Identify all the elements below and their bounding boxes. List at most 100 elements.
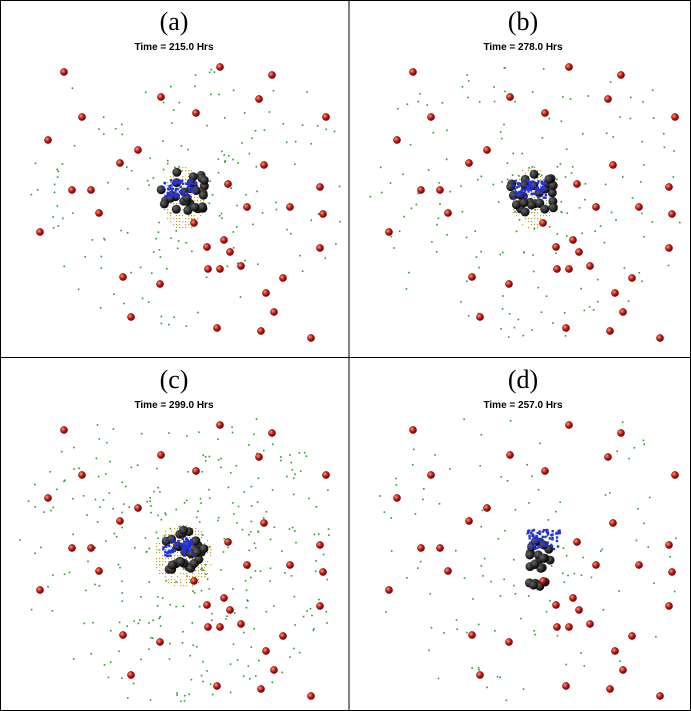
- cell: [180, 540, 181, 541]
- cell: [639, 272, 641, 274]
- cell: [58, 225, 60, 227]
- cell: [534, 228, 536, 230]
- cell: [223, 154, 225, 156]
- cell: [323, 554, 325, 556]
- cell: [380, 167, 382, 169]
- cell: [123, 303, 125, 305]
- cell: [221, 151, 223, 153]
- cell: [237, 659, 239, 661]
- cell: [628, 458, 630, 460]
- cell: [293, 478, 295, 480]
- sphere: [268, 429, 275, 436]
- cell: [500, 328, 502, 330]
- cell: [543, 215, 544, 216]
- cell: [31, 194, 33, 196]
- cell: [411, 208, 413, 210]
- cell: [177, 582, 178, 583]
- cell: [562, 573, 564, 575]
- cell: [189, 196, 191, 198]
- sphere: [465, 159, 472, 166]
- cell: [302, 270, 304, 272]
- cell: [588, 95, 590, 97]
- cell: [103, 133, 105, 135]
- cell: [248, 534, 250, 536]
- cell: [276, 209, 278, 211]
- sphere: [44, 136, 51, 143]
- cell: [113, 294, 115, 296]
- cell: [433, 132, 435, 134]
- cell: [156, 567, 157, 568]
- cell: [584, 310, 586, 312]
- cell: [78, 468, 80, 470]
- cell: [292, 469, 294, 471]
- cell: [204, 543, 205, 544]
- sphere: [575, 248, 582, 255]
- cell: [198, 534, 199, 535]
- cell: [170, 187, 172, 189]
- cell: [539, 443, 541, 445]
- cell: [158, 231, 160, 233]
- cell: [210, 549, 211, 550]
- cell: [189, 541, 191, 543]
- sphere: [385, 586, 392, 593]
- cell: [186, 539, 188, 541]
- cell: [34, 506, 36, 508]
- cell: [293, 494, 295, 496]
- cell: [526, 185, 528, 187]
- cell: [73, 447, 75, 449]
- cell: [468, 315, 470, 317]
- sphere: [243, 203, 250, 210]
- cell: [528, 194, 529, 195]
- cell: [642, 101, 644, 103]
- cell: [552, 530, 554, 532]
- cell: [168, 550, 170, 552]
- cell: [35, 163, 37, 165]
- cell: [179, 180, 181, 182]
- cell: [197, 312, 199, 314]
- cell: [179, 224, 180, 225]
- cell: [419, 93, 421, 95]
- cell: [179, 221, 180, 222]
- cell: [546, 611, 548, 613]
- cell: [393, 247, 395, 249]
- cell: [504, 91, 506, 93]
- cell: [315, 570, 317, 572]
- cell: [159, 573, 160, 574]
- cell: [531, 221, 532, 222]
- cell: [502, 295, 504, 297]
- sphere: [393, 494, 400, 501]
- cell: [52, 610, 54, 612]
- cell: [140, 659, 142, 661]
- cell: [556, 536, 558, 538]
- cell: [209, 72, 211, 74]
- cell: [519, 219, 521, 221]
- cell: [542, 536, 544, 538]
- cell: [204, 570, 205, 571]
- cell: [513, 209, 514, 210]
- cell: [100, 307, 102, 309]
- cell: [535, 190, 537, 192]
- sphere: [552, 243, 559, 250]
- cell: [531, 197, 532, 198]
- cell: [534, 634, 536, 636]
- cell: [31, 609, 33, 611]
- cell: [652, 221, 654, 223]
- cell: [462, 211, 464, 213]
- cell: [306, 455, 308, 457]
- cell: [137, 464, 139, 466]
- sphere: [216, 421, 223, 428]
- cell: [188, 550, 190, 552]
- cell: [281, 672, 283, 674]
- cell: [141, 433, 143, 435]
- cell: [228, 487, 230, 489]
- cell: [566, 148, 568, 150]
- cell: [294, 474, 296, 476]
- cell: [210, 564, 211, 565]
- cell: [294, 530, 296, 532]
- cell: [221, 217, 223, 219]
- cell: [610, 81, 612, 83]
- cell: [149, 501, 151, 503]
- cell: [164, 182, 166, 184]
- cell: [290, 462, 292, 464]
- cell: [156, 532, 158, 534]
